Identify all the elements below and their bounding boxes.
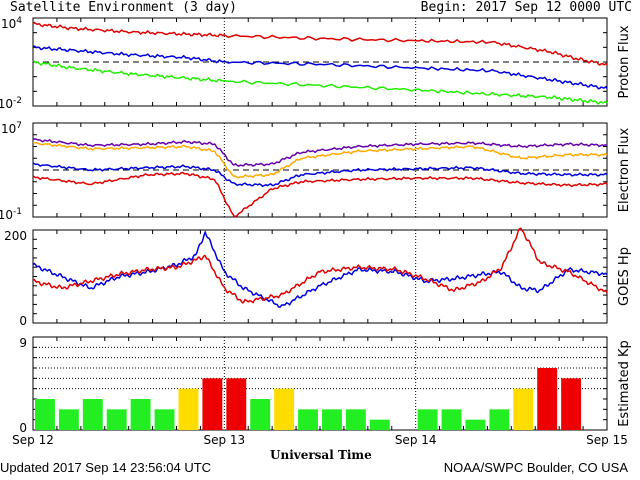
series-line-purple xyxy=(32,138,608,167)
series-line-blue xyxy=(32,45,608,90)
kp-bar xyxy=(441,409,462,430)
panel-4: 9 0 Estimated Kp xyxy=(19,336,632,435)
series-line-green xyxy=(32,59,608,105)
kp-bar xyxy=(417,409,438,430)
kp-bar xyxy=(465,419,486,430)
panel-ylabel: Electron Flux xyxy=(617,127,632,212)
y-tick-label-bottom: 10-2 xyxy=(0,96,22,111)
chart-title: Satellite Environment (3 day) xyxy=(10,0,237,15)
kp-bar xyxy=(226,378,247,430)
kp-bar xyxy=(178,388,199,430)
x-tick-label: Sep 14 xyxy=(395,433,437,447)
kp-bar xyxy=(513,388,534,430)
kp-bar xyxy=(298,409,318,430)
y-tick-label-bottom: 0 xyxy=(19,314,27,328)
y-tick-label-bottom: 10-1 xyxy=(0,207,22,222)
kp-bar xyxy=(274,388,295,430)
kp-bar xyxy=(250,399,271,430)
updated-timestamp: Updated 2017 Sep 14 23:56:04 UTC xyxy=(0,460,212,475)
kp-bar xyxy=(106,409,127,430)
begin-time-label: Begin: 2017 Sep 12 0000 UTC xyxy=(420,0,632,15)
series-line-blue xyxy=(32,230,608,308)
y-tick-label-top: 107 xyxy=(1,121,22,136)
y-tick-label-top: 104 xyxy=(1,16,22,31)
y-tick-label-bottom: 0 xyxy=(19,421,27,435)
kp-bar xyxy=(489,409,510,430)
panel-frame xyxy=(32,17,608,107)
kp-bar xyxy=(82,399,103,430)
kp-bar xyxy=(537,368,558,430)
y-tick-label-top: 9 xyxy=(19,336,27,350)
y-tick-label-top: 200 xyxy=(4,229,27,243)
panel-frame xyxy=(32,122,608,218)
kp-bar xyxy=(322,409,342,430)
panel-ylabel: Estimated Kp xyxy=(617,340,632,427)
kp-bar xyxy=(561,378,582,430)
kp-bar xyxy=(345,409,366,430)
credit-label: NOAA/SWPC Boulder, CO USA xyxy=(443,460,628,475)
series-line-orange xyxy=(32,141,608,179)
x-tick-label: Sep 12 xyxy=(12,433,54,447)
panel-ylabel: GOES Hp xyxy=(617,247,632,306)
kp-bar xyxy=(154,409,175,430)
panel-1: 104 10-2 Proton Flux xyxy=(0,16,632,111)
panel-ylabel: Proton Flux xyxy=(617,25,632,98)
kp-bar xyxy=(202,378,223,430)
kp-bar xyxy=(58,409,79,430)
series-line-red xyxy=(32,171,608,218)
kp-bar xyxy=(130,399,151,430)
x-tick-label: Sep 15 xyxy=(586,433,628,447)
x-axis-title: Universal Time xyxy=(270,448,372,462)
panel-2: 107 10-1 Electron Flux xyxy=(0,121,632,222)
x-tick-label: Sep 13 xyxy=(203,433,245,447)
panel-frame xyxy=(32,229,608,324)
kp-bar xyxy=(369,419,390,430)
panel-3: 200 0 GOES Hp xyxy=(4,227,632,328)
series-line-blue xyxy=(32,162,608,188)
series-line-red xyxy=(32,21,608,66)
series-line-red xyxy=(32,227,608,304)
kp-bar xyxy=(35,399,55,430)
